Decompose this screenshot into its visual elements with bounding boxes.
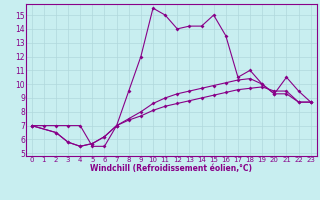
X-axis label: Windchill (Refroidissement éolien,°C): Windchill (Refroidissement éolien,°C) (90, 164, 252, 173)
